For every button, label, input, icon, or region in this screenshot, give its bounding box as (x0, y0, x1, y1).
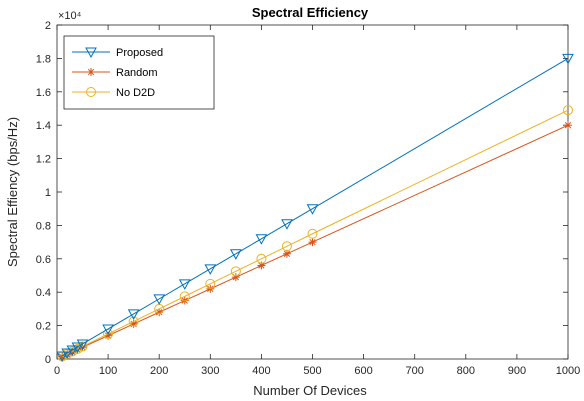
data-point (73, 345, 82, 354)
data-point (564, 121, 572, 130)
x-tick-label: 500 (303, 365, 321, 377)
data-point (155, 308, 164, 317)
data-point (256, 253, 267, 264)
data-point (127, 309, 140, 320)
data-point (281, 241, 292, 252)
legend-marker (86, 87, 96, 97)
data-point (102, 324, 114, 335)
data-point (76, 339, 89, 350)
legend-label: Random (116, 67, 158, 79)
data-point (308, 238, 317, 247)
data-point (563, 105, 573, 116)
data-point (104, 331, 113, 340)
data-point (128, 316, 139, 327)
x-tick-label: 800 (457, 365, 475, 377)
data-point (72, 343, 83, 354)
data-point (281, 219, 293, 230)
x-tick-label: 400 (252, 365, 270, 377)
y-tick-label: 1.6 (36, 87, 51, 99)
x-tick-label: 100 (99, 365, 117, 377)
y-tick-label: 1.8 (36, 53, 51, 65)
data-point (56, 351, 68, 363)
data-point (282, 249, 291, 258)
y-axis-label: Spectral Effiency (bps/Hz) (5, 117, 20, 267)
series-line (61, 57, 569, 357)
legend-marker (87, 68, 95, 76)
x-tick-label: 200 (150, 365, 168, 377)
y-tick-label: 1.2 (36, 154, 51, 166)
data-point (306, 204, 319, 215)
data-point (307, 228, 318, 239)
y-tick-label: 1 (45, 187, 51, 199)
series-group (56, 53, 574, 363)
legend: Proposed Random No D2D (63, 35, 215, 110)
data-point (78, 343, 87, 352)
legend-label: Proposed (116, 47, 163, 59)
x-tick-label: 0 (54, 365, 60, 377)
data-point (153, 294, 166, 305)
data-point (562, 53, 574, 65)
data-point (204, 264, 217, 275)
data-point (205, 278, 216, 289)
data-point (129, 319, 138, 328)
y-tick-label: 0.2 (36, 321, 51, 333)
data-point (206, 284, 215, 293)
data-point (231, 273, 240, 282)
data-point (58, 352, 67, 361)
x-tick-label: 1000 (556, 365, 580, 377)
data-point (178, 279, 191, 290)
x-axis-label: Number Of Devices (253, 383, 367, 398)
legend-marker (85, 47, 97, 59)
data-point (179, 291, 190, 302)
x-tick-label: 600 (354, 365, 372, 377)
y-exponent-label: ×10⁴ (58, 10, 82, 22)
data-point (230, 249, 242, 260)
data-point (66, 345, 79, 357)
data-point (71, 342, 84, 354)
chart-title: Spectral Efficiency (252, 5, 369, 20)
y-tick-label: 0.4 (36, 287, 51, 299)
y-tick-label: 0.6 (36, 254, 51, 266)
legend-label: No D2D (116, 87, 155, 99)
data-point (230, 266, 241, 277)
series-proposed (56, 53, 574, 363)
y-tick-label: 1.4 (36, 120, 51, 132)
data-point (61, 348, 74, 360)
x-tick-label: 900 (508, 365, 526, 377)
y-tick-label: 2 (45, 20, 51, 32)
data-point (257, 261, 266, 270)
data-point (255, 234, 268, 245)
series-line (61, 109, 569, 357)
y-tick-label: 0.8 (36, 220, 51, 232)
y-tick-label: 0 (45, 354, 51, 366)
x-tick-label: 300 (201, 365, 219, 377)
x-tick-label: 700 (406, 365, 424, 377)
